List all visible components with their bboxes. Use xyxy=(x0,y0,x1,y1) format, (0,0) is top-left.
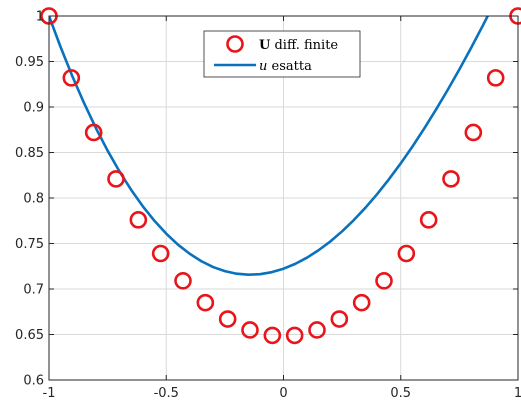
y-tick-labels: 0.6 0.65 0.7 0.75 0.8 0.85 0.9 0.95 1 xyxy=(15,10,44,389)
finite-difference-point xyxy=(196,293,215,312)
y-tick-label: 0.6 xyxy=(23,374,44,389)
finite-difference-point xyxy=(241,321,259,339)
finite-difference-point xyxy=(375,272,393,290)
y-tick-label: 0.65 xyxy=(15,328,44,343)
finite-difference-point xyxy=(174,272,192,290)
finite-difference-point xyxy=(62,69,81,87)
legend-label-scatter: U diff. finite xyxy=(259,38,338,53)
legend-label-scatter-bold: U xyxy=(259,38,271,53)
x-tick-label: 1 xyxy=(514,386,521,400)
y-tick-label: 0.7 xyxy=(23,283,44,298)
y-tick-label: 0.9 xyxy=(23,101,44,116)
x-tick-label: 0.5 xyxy=(390,386,411,400)
finite-difference-point xyxy=(352,293,371,312)
legend-label-line: u esatta xyxy=(259,59,312,74)
finite-difference-point xyxy=(442,170,460,188)
finite-difference-point xyxy=(84,123,103,142)
legend-label-line-italic: u xyxy=(259,59,267,74)
legend-marker-circle-icon xyxy=(226,35,244,53)
finite-difference-point xyxy=(308,321,326,339)
finite-difference-point xyxy=(285,326,304,345)
finite-difference-point xyxy=(263,326,282,345)
y-tick-label: 0.85 xyxy=(15,146,44,161)
ticks xyxy=(48,15,519,381)
legend-label-line-rest: esatta xyxy=(267,59,312,74)
x-tick-labels: -1 -0.5 0 0.5 1 xyxy=(43,386,521,400)
x-tick-label: 0 xyxy=(279,386,287,400)
finite-difference-point xyxy=(397,244,416,263)
exact-solution-line xyxy=(49,16,490,277)
finite-difference-point xyxy=(486,69,505,87)
finite-difference-point xyxy=(330,310,349,328)
line-series xyxy=(49,16,490,277)
x-tick-label: -1 xyxy=(43,386,56,400)
finite-difference-point xyxy=(218,310,237,328)
y-tick-label: 0.8 xyxy=(23,192,44,207)
y-tick-label: 0.75 xyxy=(15,237,44,252)
y-tick-label: 1 xyxy=(36,10,44,25)
y-tick-label: 0.95 xyxy=(15,55,44,70)
legend: U diff. finite u esatta xyxy=(203,30,361,78)
finite-difference-point xyxy=(151,244,170,263)
marker-series xyxy=(40,7,521,345)
finite-difference-point xyxy=(464,123,483,142)
finite-difference-point xyxy=(129,211,148,229)
x-tick-label: -0.5 xyxy=(154,386,179,400)
finite-difference-point xyxy=(419,211,438,229)
legend-label-scatter-rest: diff. finite xyxy=(270,38,338,53)
finite-difference-point xyxy=(107,170,125,188)
